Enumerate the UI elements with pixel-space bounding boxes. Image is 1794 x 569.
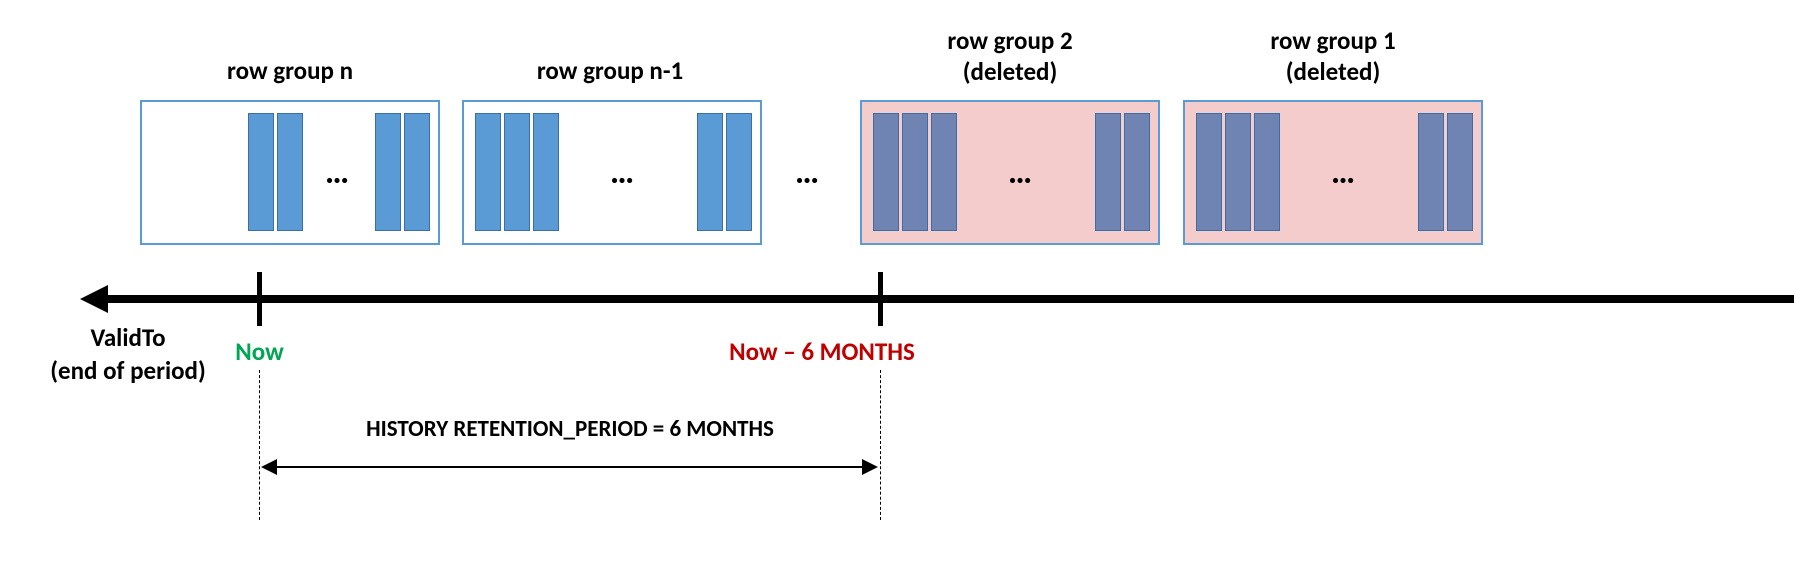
bar — [277, 113, 303, 231]
range-line — [277, 466, 862, 468]
timeline-line — [108, 295, 1794, 303]
bar — [404, 113, 430, 231]
label-group-n1: row group n-1 — [480, 55, 740, 86]
dashed-line-cutoff — [880, 370, 881, 520]
bar — [873, 113, 899, 231]
range-arrow-left-icon — [261, 459, 277, 475]
ellipsis-icon: … — [1008, 152, 1032, 193]
label-group-2: row group 2 (deleted) — [880, 25, 1140, 88]
bar — [1447, 113, 1473, 231]
timeline-arrowhead-icon — [80, 285, 108, 313]
dashed-line-now — [259, 370, 260, 520]
ellipsis-icon: … — [1331, 152, 1355, 193]
tick-cutoff — [878, 272, 883, 326]
bar — [726, 113, 752, 231]
label-now: Now — [227, 336, 292, 369]
bar — [1254, 113, 1280, 231]
bar — [931, 113, 957, 231]
ellipsis-icon: … — [610, 152, 634, 193]
bar — [504, 113, 530, 231]
bar — [248, 113, 274, 231]
label-cutoff: Now – 6 MONTHS — [702, 336, 942, 369]
bar — [902, 113, 928, 231]
label-group-n: row group n — [160, 55, 420, 86]
label-retention: HISTORY RETENTION_PERIOD = 6 MONTHS — [300, 415, 840, 445]
tick-now — [257, 272, 262, 326]
bar — [1196, 113, 1222, 231]
label-group-1: row group 1 (deleted) — [1203, 25, 1463, 88]
bar — [1418, 113, 1444, 231]
ellipsis-icon: … — [795, 152, 819, 193]
bar — [1095, 113, 1121, 231]
bar — [475, 113, 501, 231]
bar — [533, 113, 559, 231]
label-valid-to: ValidTo (end of period) — [18, 322, 238, 387]
bar — [1225, 113, 1251, 231]
range-arrow-right-icon — [862, 459, 878, 475]
bar — [697, 113, 723, 231]
bar — [375, 113, 401, 231]
bar — [1124, 113, 1150, 231]
ellipsis-icon: … — [325, 152, 349, 193]
